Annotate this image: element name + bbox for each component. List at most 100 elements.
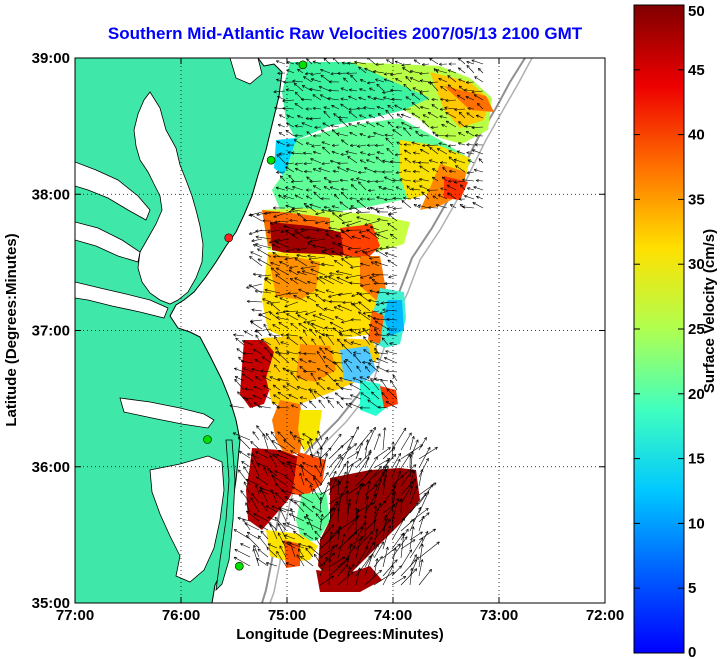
velocity-arrow (315, 211, 326, 215)
velocity-arrow-head (309, 239, 313, 242)
velocity-arrow-head (403, 169, 407, 171)
velocity-arrow-head (356, 212, 360, 215)
velocity-arrow (387, 259, 398, 267)
velocity-arrow (458, 132, 466, 137)
pamlico-sound (149, 455, 225, 583)
velocity-arrow (294, 501, 305, 513)
velocity-arrow-head (275, 313, 279, 315)
velocity-arrow-head (331, 145, 335, 148)
velocity-arrow-head (386, 328, 390, 331)
velocity-arrow-head (411, 112, 414, 116)
velocity-arrow (448, 150, 457, 155)
velocity-arrow-head (363, 106, 367, 108)
velocity-arrow (267, 516, 278, 522)
velocity-arrow-head (454, 182, 458, 184)
velocity-arrow (432, 176, 439, 182)
velocity-arrow (365, 366, 371, 373)
velocity-arrow (298, 439, 305, 450)
velocity-arrow (477, 103, 484, 110)
velocity-arrow (255, 243, 272, 249)
velocity-arrow-head (461, 206, 465, 209)
velocity-arrow-head (278, 523, 281, 526)
velocity-arrow (340, 191, 349, 200)
velocity-arrow-head (257, 548, 260, 552)
velocity-arrow-head (329, 301, 333, 304)
velocity-arrow-head (260, 501, 264, 504)
velocity-arrow (306, 195, 313, 200)
velocity-arrow (349, 383, 362, 391)
velocity-arrow-head (358, 301, 361, 305)
velocity-arrow-head (294, 162, 298, 165)
velocity-arrow-head (274, 106, 278, 108)
velocity-arrow (278, 321, 290, 330)
velocity-arrow (250, 214, 263, 222)
velocity-arrow-head (383, 357, 387, 361)
velocity-arrow (422, 63, 430, 65)
velocity-arrow (411, 112, 421, 119)
velocity-arrow-head (299, 464, 302, 468)
velocity-arrow (288, 513, 305, 522)
velocity-arrow-head (363, 515, 366, 518)
velocity-arrow (296, 554, 305, 567)
velocity-arrow (271, 505, 287, 513)
velocity-arrow (401, 63, 412, 66)
velocity-arrow (253, 548, 260, 567)
velocity-arrow-head (330, 73, 334, 76)
velocity-arrow-head (306, 176, 310, 178)
velocity-arrow-head (394, 153, 398, 156)
velocity-arrow-head (257, 404, 261, 407)
velocity-arrow (411, 188, 421, 191)
velocity-arrow-head (356, 216, 360, 218)
velocity-arrow-head (329, 447, 332, 451)
velocity-arrow-head (331, 250, 334, 254)
velocity-arrow-head (375, 181, 379, 184)
velocity-arrow (237, 436, 251, 450)
velocity-arrow (313, 477, 323, 495)
velocity-arrow (255, 376, 263, 382)
velocity-arrow (355, 527, 364, 541)
velocity-arrow-head (339, 252, 342, 256)
velocity-arrow-head (287, 293, 291, 295)
velocity-arrow (332, 170, 340, 173)
velocity-arrow-head (458, 132, 461, 136)
velocity-arrow-head (345, 403, 349, 405)
velocity-arrow-head (319, 347, 321, 351)
velocity-arrow (234, 368, 245, 373)
velocity-arrow (246, 479, 260, 486)
velocity-arrow (394, 104, 403, 110)
velocity-arrow (346, 458, 362, 469)
velocity-arrow-head (431, 99, 435, 102)
velocity-arrow-head (307, 281, 310, 284)
velocity-arrow-head (309, 204, 313, 207)
velocity-arrow-head (336, 401, 338, 405)
velocity-arrow-head (347, 557, 349, 561)
velocity-arrow-head (422, 543, 424, 547)
velocity-arrow-head (397, 543, 401, 545)
velocity-arrow-head (289, 218, 293, 221)
velocity-arrow-head (359, 380, 362, 384)
velocity-arrow-head (358, 66, 362, 68)
velocity-arrow-head (384, 199, 388, 202)
velocity-arrow-head (381, 337, 384, 341)
velocity-arrow (275, 351, 290, 355)
velocity-arrow-head (350, 184, 353, 188)
velocity-arrow-head (325, 396, 329, 398)
velocity-arrow (382, 565, 394, 586)
velocity-arrow (320, 74, 331, 83)
velocity-arrow-head (384, 514, 387, 518)
velocity-arrow-head (397, 458, 401, 462)
velocity-arrow (277, 96, 286, 101)
velocity-arrow (284, 496, 296, 504)
velocity-arrow (411, 142, 421, 146)
velocity-arrow-head (341, 322, 345, 324)
velocity-arrow-head (285, 204, 289, 206)
velocity-arrow-head (380, 302, 384, 305)
radar-station-marker (203, 435, 212, 444)
velocity-arrow (418, 543, 423, 568)
velocity-arrow (254, 359, 263, 364)
velocity-arrow (309, 238, 326, 242)
velocity-arrow-head (431, 176, 434, 180)
velocity-arrow-head (394, 559, 398, 562)
velocity-arrow (331, 105, 340, 110)
velocity-arrow-head (420, 149, 423, 152)
